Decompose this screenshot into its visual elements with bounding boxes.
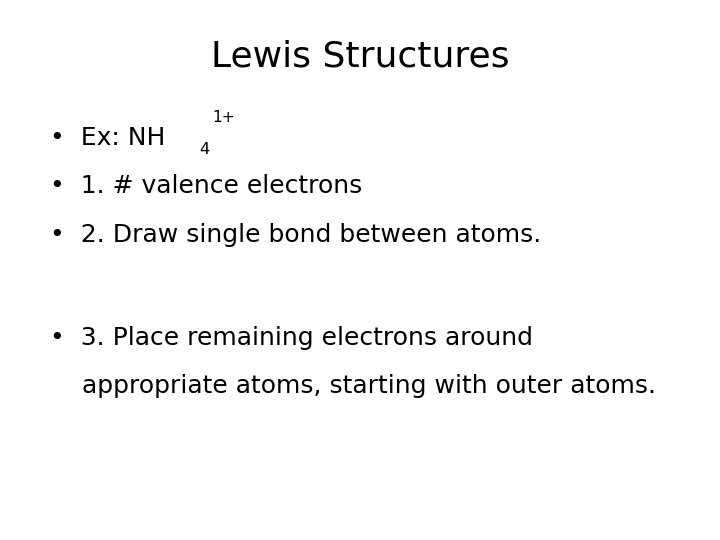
Text: appropriate atoms, starting with outer atoms.: appropriate atoms, starting with outer a… [50,374,657,398]
Text: •  Ex: NH: • Ex: NH [50,126,166,150]
Text: 1+: 1+ [212,110,235,125]
Text: •  3. Place remaining electrons around: • 3. Place remaining electrons around [50,326,534,349]
Text: •  1. # valence electrons: • 1. # valence electrons [50,174,363,198]
Text: •  2. Draw single bond between atoms.: • 2. Draw single bond between atoms. [50,223,541,247]
Text: Lewis Structures: Lewis Structures [211,40,509,73]
Text: 4: 4 [199,142,210,157]
